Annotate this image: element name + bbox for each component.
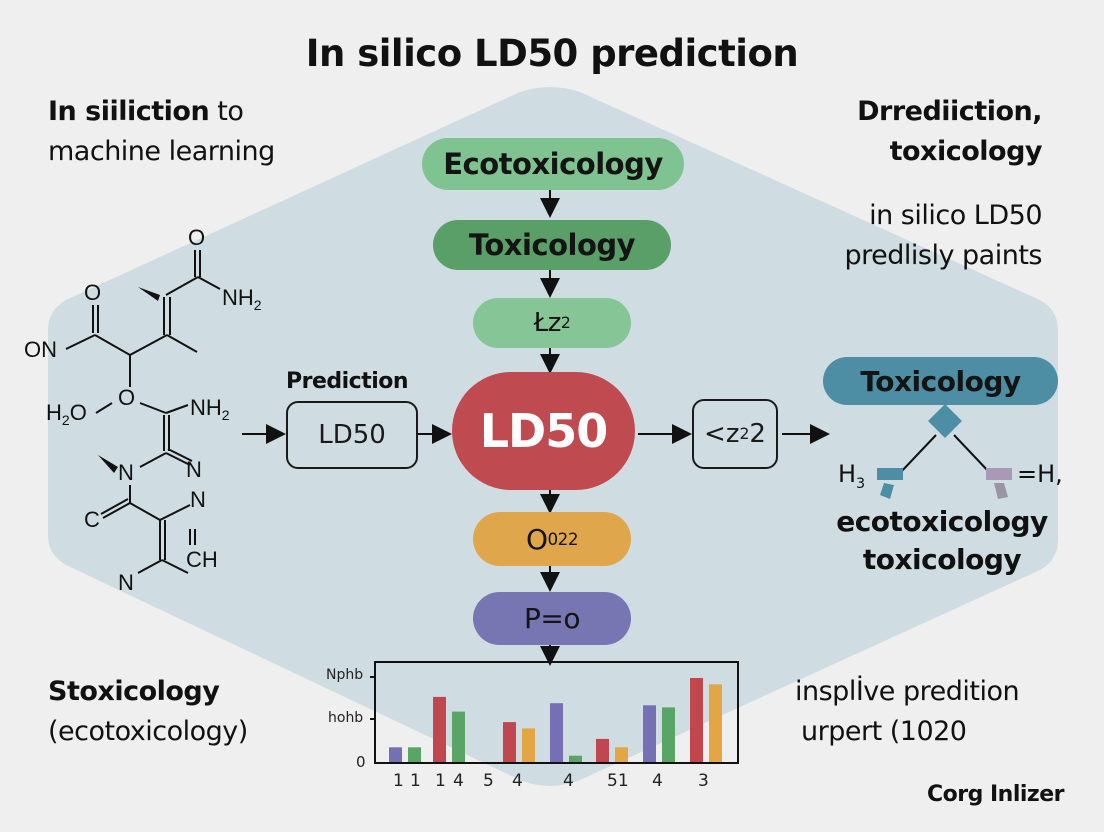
svg-text:CH: CH [186,547,218,572]
prediction-label: Prediction [286,369,409,394]
bar-chart [370,661,739,764]
top-right-line1: Drrediiction, [857,96,1042,127]
chart-bar [709,684,722,762]
right-leaf-icon [986,468,1012,480]
chart-bar [389,747,402,762]
chart-bar [522,728,535,762]
svg-text:NH2: NH2 [222,285,262,313]
bottom-right-caption: insplİve predition urpert (1020 [795,672,1020,752]
svg-text:O: O [118,385,135,410]
chart-bar [569,755,582,762]
top-right-line4: predlisly paints [844,240,1043,271]
top-left-line2: machine learning [48,136,275,167]
output-z2-box[interactable]: <z 2 2 [692,399,778,469]
top-left-bold: In siiliction [48,96,210,127]
o22-sub: 2 [557,529,569,549]
p-equals-o-node[interactable]: P=o [473,592,631,645]
chart-bar [503,722,516,762]
y-tick-zero: 0 [356,753,366,771]
x-tick-label: 1 [410,771,421,791]
output-post: 2 [749,419,766,449]
svg-text:C: C [84,507,100,532]
chart-bar [615,747,628,762]
tree-caption: ecotoxicology toxicology [820,503,1064,579]
x-tick-label: 1 [393,771,404,791]
top-right-caption: Drrediiction, toxicology in silico LD50 … [844,92,1043,276]
top-left-caption: In siiliction to machine learning [48,92,275,172]
svg-text:O: O [84,280,101,305]
left-leaf-icon [877,468,903,480]
right-toxicology-node[interactable]: Toxicology [823,357,1058,405]
svg-text:O: O [188,225,205,250]
chart-bar [452,711,465,762]
toxicology-node[interactable]: Toxicology [433,220,671,270]
bottom-left-line2: (ecotoxicology) [48,716,248,747]
output-sup: 2 [739,425,750,443]
bottom-left-line1: Stoxicology [48,676,220,707]
tree-right-label: =H, [1017,460,1063,488]
chart-bar [596,738,609,762]
top-right-line3: in silico LD50 [869,200,1042,231]
svg-text:N: N [186,457,202,482]
chart-bar [433,696,446,762]
svg-text:H2O: H2O [46,400,87,428]
ecotoxicology-node[interactable]: Ecotoxicology [422,138,684,190]
lz2-base: Łz [533,308,562,338]
svg-text:ON: ON [24,337,57,362]
x-tick-label: 5 [483,771,494,791]
lz2-node[interactable]: Łz 2 [473,298,631,348]
o22-sup2: 2 [567,529,579,549]
x-tick-label: 4 [512,771,523,791]
x-tick-label: 4 [453,771,464,791]
diamond-node-icon [928,405,962,438]
bottom-right-line1: insplİve predition [795,676,1020,707]
chart-bar [408,747,421,762]
ld50-central-node[interactable]: LD50 [452,372,635,490]
x-tick-label: 3 [698,771,709,791]
o22-base: O [525,522,548,556]
chart-bar [690,678,703,762]
top-left-rest: to [209,96,244,127]
credit-label: Corg Inlizer [926,782,1065,807]
x-tick-label: 4 [652,771,663,791]
tree-caption-line1: ecotoxicology [836,505,1048,538]
chart-bar [643,705,656,762]
tree-caption-line2: toxicology [862,543,1022,576]
x-tick-label: 1 [435,771,446,791]
top-right-line2: toxicology [889,136,1043,167]
output-pre: <z [704,419,740,449]
chart-bar [662,707,675,762]
svg-text:N: N [190,487,206,512]
page-title: In silico LD50 prediction [305,32,799,75]
svg-text:N: N [118,570,134,595]
bottom-left-caption: Stoxicology (ecotoxicology) [48,672,248,752]
molecule-structure-icon: O NH2 O ON H2O O NH2 N N N C N CH [24,225,262,595]
tree-left-label: H3 [838,460,866,492]
o22-sup1: 0 [547,529,558,549]
prediction-ld50-box[interactable]: LD50 [286,401,418,469]
svg-text:N: N [118,460,134,485]
y-tick-mid: hohb [328,710,364,726]
x-tick-label: 51 [607,771,629,791]
lz2-sup: 2 [560,314,571,332]
y-tick-top: Nphb [326,667,364,683]
svg-text:NH2: NH2 [190,395,230,423]
chart-bar [550,703,563,762]
x-tick-label: 4 [563,771,574,791]
tree-diagram [877,405,1012,499]
bottom-right-line2: urpert (1020 [801,716,967,747]
